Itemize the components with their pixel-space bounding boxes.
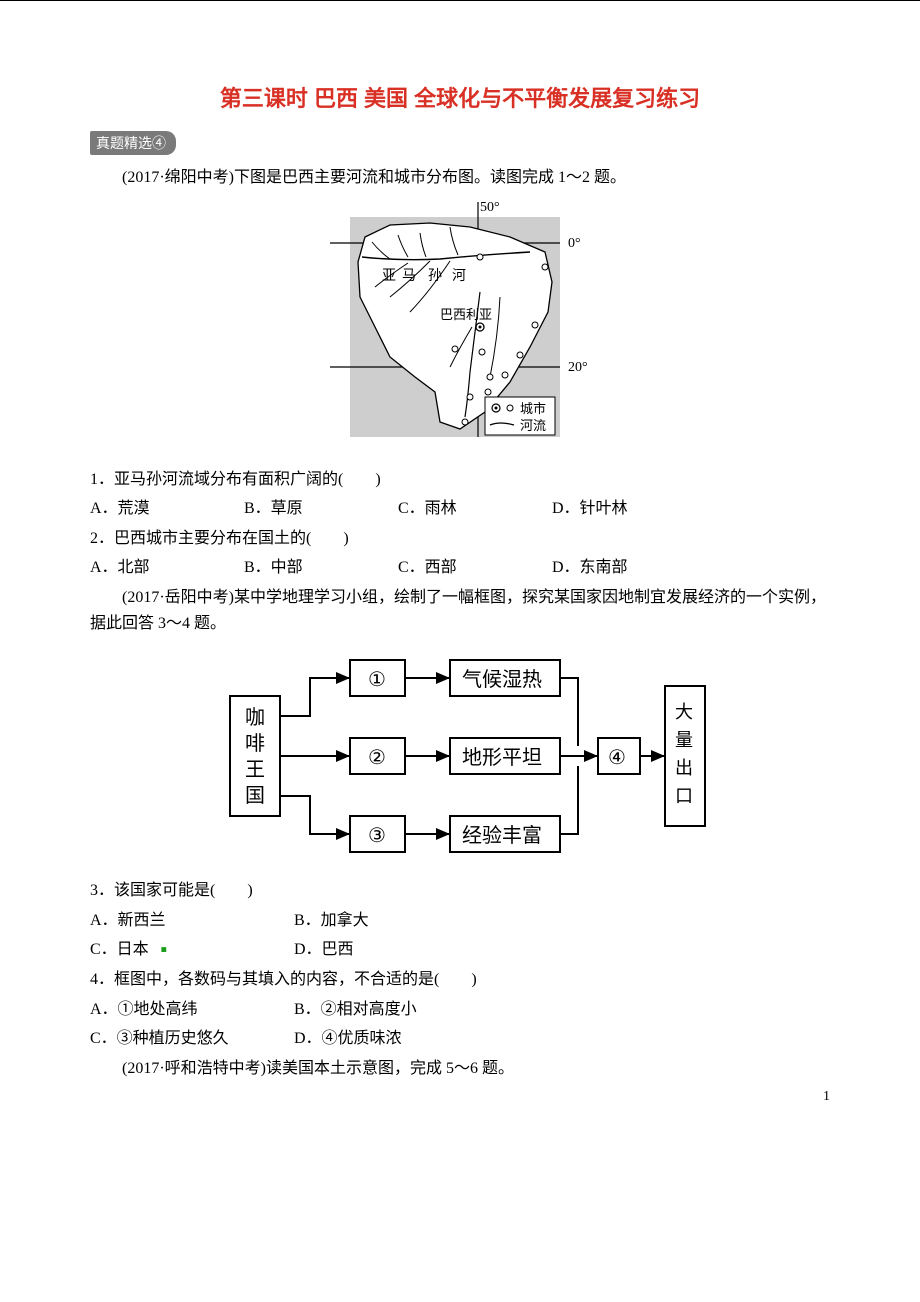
q1-opt-a: A．荒漠	[90, 496, 240, 522]
left-char-2: 啡	[245, 732, 265, 755]
q2-opt-d: D．东南部	[552, 555, 702, 581]
left-char-4: 国	[245, 785, 265, 807]
intro-1: (2017·绵阳中考)下图是巴西主要河流和城市分布图。读图完成 1～2 题。	[90, 165, 830, 191]
res-1: 气候湿热	[462, 668, 542, 691]
left-char-1: 咖	[245, 706, 265, 729]
q4-opt-a: A．①地处高纬	[90, 997, 290, 1023]
q4-text: 4．框图中，各数码与其填入的内容，不合适的是( )	[90, 967, 830, 993]
decorative-dot-icon: ■	[161, 945, 167, 956]
q1-options: A．荒漠 B．草原 C．雨林 D．针叶林	[90, 496, 830, 522]
legend-city: 城市	[520, 401, 546, 416]
q4-opt-d: D．④优质味浓	[294, 1026, 494, 1052]
flowchart-figure: 咖 啡 王 国 ① ② ③ 气候湿热 地形平坦 经验丰富 ④ 大 量 出 口	[210, 646, 710, 866]
q1-opt-c: C．雨林	[398, 496, 548, 522]
q2-options: A．北部 B．中部 C．西部 D．东南部	[90, 555, 830, 581]
right-char-3: 出	[675, 758, 693, 778]
lat-0: 0°	[568, 236, 581, 251]
q3-text: 3．该国家可能是( )	[90, 878, 830, 904]
q3-opt-d: D．巴西	[294, 937, 494, 963]
right-char-4: 口	[675, 786, 693, 806]
legend-river: 河流	[520, 418, 546, 433]
res-2: 地形平坦	[462, 746, 542, 769]
page-title: 第三课时 巴西 美国 全球化与不平衡发展复习练习	[90, 81, 830, 113]
q3-options-2: C．日本 ■ D．巴西	[90, 937, 830, 963]
q1-opt-d: D．针叶林	[552, 496, 702, 522]
page-number: 1	[823, 1089, 830, 1105]
intro-2-text: (2017·岳阳中考)某中学地理学习小组，绘制了一幅框图，探究某国家因地制宜发展…	[90, 589, 826, 632]
right-char-2: 量	[675, 730, 693, 750]
right-char-1: 大	[675, 702, 693, 722]
left-char-3: 王	[245, 759, 265, 781]
q4-options: A．①地处高纬 B．②相对高度小	[90, 997, 830, 1023]
brasilia-label: 巴西利亚	[440, 307, 492, 322]
q3-opt-b: B．加拿大	[294, 908, 494, 934]
q2-opt-c: C．西部	[398, 555, 548, 581]
q1-opt-b: B．草原	[244, 496, 394, 522]
q3-opt-a: A．新西兰	[90, 908, 290, 934]
num-2: ②	[368, 747, 386, 769]
river-char-1: 亚	[382, 269, 396, 284]
q4-opt-c: C．③种植历史悠久	[90, 1026, 290, 1052]
q2-opt-a: A．北部	[90, 555, 240, 581]
q2-text: 2．巴西城市主要分布在国土的( )	[90, 526, 830, 552]
lat-20: 20°	[568, 360, 588, 375]
num-3: ③	[368, 825, 386, 847]
q3-options: A．新西兰 B．加拿大	[90, 908, 830, 934]
q4-opt-b: B．②相对高度小	[294, 997, 494, 1023]
lon-label: 50°	[480, 200, 500, 215]
q1-text: 1．亚马孙河流域分布有面积广阔的( )	[90, 467, 830, 493]
q2-opt-b: B．中部	[244, 555, 394, 581]
brazil-map-figure: 50° 0° 20° 亚 马 孙 河 巴西利亚	[320, 197, 600, 457]
river-char-3: 孙	[428, 268, 442, 284]
section-badge: 真题精选④	[90, 131, 176, 155]
q3-opt-c: C．日本 ■	[90, 937, 290, 963]
intro-3: (2017·呼和浩特中考)读美国本土示意图，完成 5～6 题。	[90, 1056, 830, 1082]
river-char-4: 河	[452, 268, 466, 284]
num-4: ④	[608, 747, 626, 769]
num-1: ①	[368, 669, 386, 691]
q4-options-2: C．③种植历史悠久 D．④优质味浓	[90, 1026, 830, 1052]
res-3: 经验丰富	[462, 824, 542, 847]
river-char-2: 马	[402, 268, 416, 284]
intro-2a: (2017·岳阳中考)某中学地理学习小组，绘制了一幅框图，探究某国家因地制宜发展…	[90, 585, 830, 636]
